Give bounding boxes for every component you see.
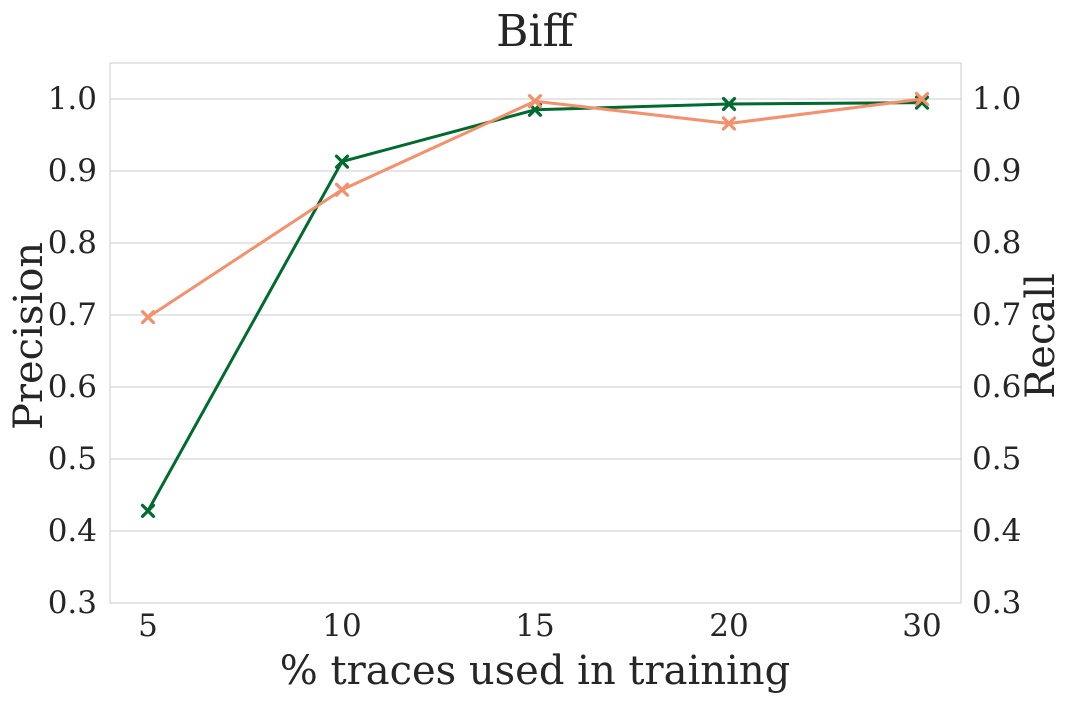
x-tick: 15	[515, 608, 554, 644]
x-tick: 30	[902, 608, 941, 644]
y-tick-right: 0.9	[972, 153, 1021, 189]
recall-marker	[914, 91, 930, 107]
x-tick: 5	[138, 608, 158, 644]
y-tick-left: 1.0	[48, 81, 97, 117]
plot-frame	[109, 62, 962, 604]
x-axis-ticks: 5 10 15 20 30	[138, 608, 942, 644]
precision-line	[146, 101, 923, 512]
x-tick: 20	[709, 608, 748, 644]
series-recall	[140, 91, 930, 325]
x-tick: 10	[322, 608, 361, 644]
recall-marker	[721, 116, 737, 131]
y-tick-left: 0.9	[48, 153, 97, 189]
y-axis-right-label: Recall	[1018, 273, 1064, 399]
y-tick-left: 0.4	[48, 513, 97, 549]
chart-title: Biff	[496, 6, 576, 57]
y-tick-left: 0.8	[48, 225, 97, 261]
y-tick-right: 0.3	[972, 585, 1021, 621]
y-axis-left-ticks: 0.3 0.4 0.5 0.6 0.7 0.8 0.9 1.0	[48, 81, 97, 621]
y-axis-right-ticks: 0.3 0.4 0.5 0.6 0.7 0.8 0.9 1.0	[972, 81, 1021, 621]
precision-marker	[721, 96, 737, 112]
recall-marker	[334, 182, 350, 197]
y-tick-right: 0.6	[972, 369, 1021, 405]
recall-line	[147, 97, 923, 319]
y-axis-left-label: Precision	[6, 242, 52, 430]
series-precision	[140, 95, 930, 518]
precision-marker	[140, 503, 156, 518]
y-tick-left: 0.5	[48, 441, 97, 477]
y-tick-left: 0.3	[48, 585, 97, 621]
gridlines	[110, 98, 961, 604]
x-axis-label: % traces used in training	[280, 648, 790, 694]
recall-marker	[527, 94, 543, 109]
precision-marker	[334, 154, 350, 169]
recall-marker	[140, 310, 156, 325]
y-tick-right: 1.0	[972, 81, 1021, 117]
series-layer	[140, 91, 930, 518]
y-tick-left: 0.7	[48, 297, 97, 333]
y-tick-left: 0.6	[48, 369, 97, 405]
y-tick-right: 0.5	[972, 441, 1021, 477]
y-tick-right: 0.7	[972, 297, 1021, 333]
y-tick-right: 0.4	[972, 513, 1021, 549]
y-tick-right: 0.8	[972, 225, 1021, 261]
